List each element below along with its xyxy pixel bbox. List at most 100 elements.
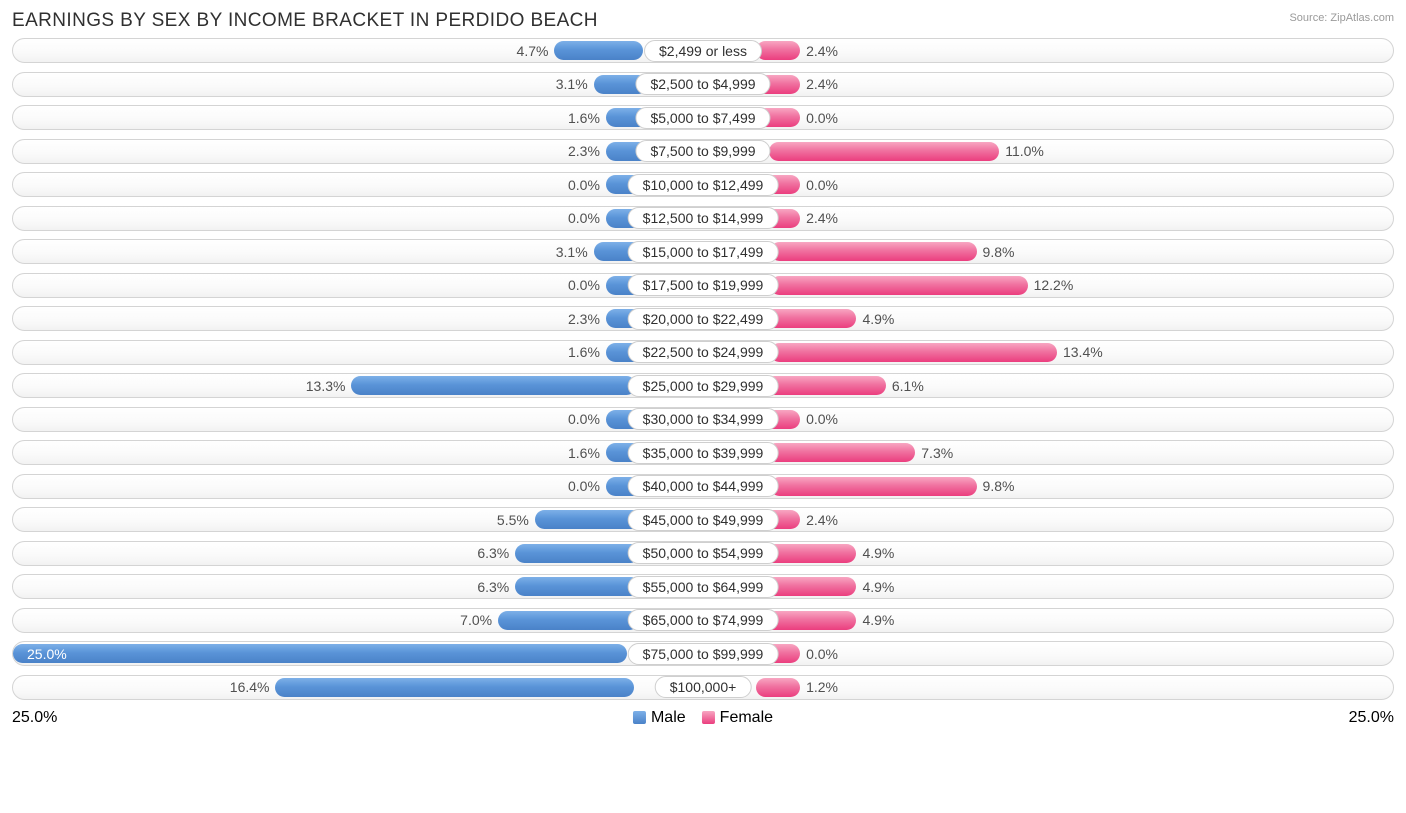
chart-row: 3.1% 2.4% $2,500 to $4,999	[12, 72, 1394, 97]
male-value: 2.3%	[562, 311, 606, 327]
female-value: 1.2%	[800, 679, 844, 695]
chart-row: 4.7% 2.4% $2,499 or less	[12, 38, 1394, 63]
female-value: 4.9%	[856, 579, 900, 595]
male-bar	[515, 577, 640, 596]
bracket-label: $2,500 to $4,999	[635, 73, 770, 95]
male-bar	[535, 510, 642, 529]
female-value: 13.4%	[1057, 344, 1109, 360]
chart-row: 1.6% 7.3% $35,000 to $39,999	[12, 440, 1394, 465]
chart-row: 5.5% 2.4% $45,000 to $49,999	[12, 507, 1394, 532]
female-value: 0.0%	[800, 411, 844, 427]
chart-row: 0.0%9.8%$40,000 to $44,999	[12, 474, 1394, 499]
bracket-label: $100,000+	[655, 676, 752, 698]
chart-row: 3.1%9.8%$15,000 to $17,499	[12, 239, 1394, 264]
legend-female: Female	[702, 709, 773, 727]
butterfly-chart: 4.7% 2.4% $2,499 or less 3.1% 2.4% $2,500 to …	[12, 38, 1394, 700]
female-value: 0.0%	[800, 177, 844, 193]
female-bar	[767, 443, 915, 462]
chart-row: 2.3% 11.0% $7,500 to $9,999	[12, 139, 1394, 164]
female-bar	[770, 477, 977, 496]
chart-title: EARNINGS BY SEX BY INCOME BRACKET IN PER…	[12, 10, 598, 32]
male-value: 0.0%	[562, 177, 606, 193]
male-bar	[498, 611, 639, 630]
axis-right-max: 25.0%	[1349, 709, 1394, 727]
male-value: 16.4%	[224, 679, 276, 695]
bracket-label: $50,000 to $54,999	[628, 542, 779, 564]
male-value: 3.1%	[550, 76, 594, 92]
axis-left-max: 25.0%	[12, 709, 57, 727]
bracket-label: $12,500 to $14,999	[628, 207, 779, 229]
male-value: 13.3%	[300, 378, 352, 394]
female-value: 2.4%	[800, 512, 844, 528]
chart-row: 6.3% 4.9% $55,000 to $64,999	[12, 574, 1394, 599]
bracket-label: $45,000 to $49,999	[628, 509, 779, 531]
chart-source: Source: ZipAtlas.com	[1289, 12, 1394, 24]
legend-female-label: Female	[720, 709, 773, 726]
male-value: 7.0%	[454, 612, 498, 628]
bracket-label: $65,000 to $74,999	[628, 609, 779, 631]
female-bar	[769, 142, 999, 161]
legend-male: Male	[633, 709, 686, 727]
bracket-label: $7,500 to $9,999	[635, 140, 770, 162]
chart-row: 2.3%4.9%$20,000 to $22,499	[12, 306, 1394, 331]
male-value: 2.3%	[562, 143, 606, 159]
female-value: 6.1%	[886, 378, 930, 394]
chart-row: 7.0% 4.9% $65,000 to $74,999	[12, 608, 1394, 633]
male-value: 1.6%	[562, 445, 606, 461]
female-value: 2.4%	[800, 76, 844, 92]
female-bar	[770, 343, 1057, 362]
bracket-label: $75,000 to $99,999	[628, 643, 779, 665]
male-value: 0.0%	[562, 411, 606, 427]
female-value: 2.4%	[800, 43, 844, 59]
chart-row: 0.0% 0.0% $30,000 to $34,999	[12, 407, 1394, 432]
bracket-label: $15,000 to $17,499	[628, 241, 779, 263]
chart-row: 25.0% 0.0% $75,000 to $99,999	[12, 641, 1394, 666]
chart-row: 0.0%12.2%$17,500 to $19,999	[12, 273, 1394, 298]
chart-row: 0.0% 0.0% $10,000 to $12,499	[12, 172, 1394, 197]
female-bar	[765, 376, 886, 395]
male-value: 0.0%	[562, 210, 606, 226]
female-value: 11.0%	[999, 143, 1050, 159]
bracket-label: $10,000 to $12,499	[628, 174, 779, 196]
male-value: 0.0%	[562, 478, 606, 494]
chart-row: 16.4% 1.2% $100,000+	[12, 675, 1394, 700]
bracket-label: $2,499 or less	[644, 40, 762, 62]
chart-row: 6.3%4.9%$50,000 to $54,999	[12, 541, 1394, 566]
male-value: 5.5%	[491, 512, 535, 528]
bracket-label: $5,000 to $7,499	[635, 107, 770, 129]
female-bar	[756, 41, 800, 60]
chart-row: 1.6% 13.4% $22,500 to $24,999	[12, 340, 1394, 365]
male-bar: 25.0%	[13, 644, 627, 663]
male-bar	[554, 41, 643, 60]
female-value: 4.9%	[856, 612, 900, 628]
legend-male-label: Male	[651, 709, 686, 726]
bracket-label: $35,000 to $39,999	[628, 442, 779, 464]
female-swatch-icon	[702, 711, 715, 724]
chart-row: 0.0% 2.4% $12,500 to $14,999	[12, 206, 1394, 231]
male-value: 6.3%	[471, 579, 515, 595]
male-value: 3.1%	[550, 244, 594, 260]
male-value: 1.6%	[562, 344, 606, 360]
female-value: 4.9%	[856, 545, 900, 561]
female-value: 0.0%	[800, 110, 844, 126]
female-value: 2.4%	[800, 210, 844, 226]
female-bar	[756, 678, 800, 697]
bracket-label: $22,500 to $24,999	[628, 341, 779, 363]
female-value: 7.3%	[915, 445, 959, 461]
chart-header: EARNINGS BY SEX BY INCOME BRACKET IN PER…	[12, 10, 1394, 32]
female-value: 0.0%	[800, 646, 844, 662]
legend: Male Female	[633, 709, 773, 727]
male-value: 4.7%	[511, 43, 555, 59]
male-bar	[515, 544, 640, 563]
female-value: 12.2%	[1028, 277, 1080, 293]
male-swatch-icon	[633, 711, 646, 724]
male-value: 0.0%	[562, 277, 606, 293]
male-bar	[351, 376, 635, 395]
bracket-label: $55,000 to $64,999	[628, 576, 779, 598]
chart-footer: 25.0% Male Female 25.0%	[12, 708, 1394, 728]
male-half: 25.0%	[13, 644, 703, 663]
bracket-label: $25,000 to $29,999	[628, 375, 779, 397]
bracket-label: $30,000 to $34,999	[628, 408, 779, 430]
male-half: 16.4%	[224, 678, 703, 697]
male-value: 1.6%	[562, 110, 606, 126]
